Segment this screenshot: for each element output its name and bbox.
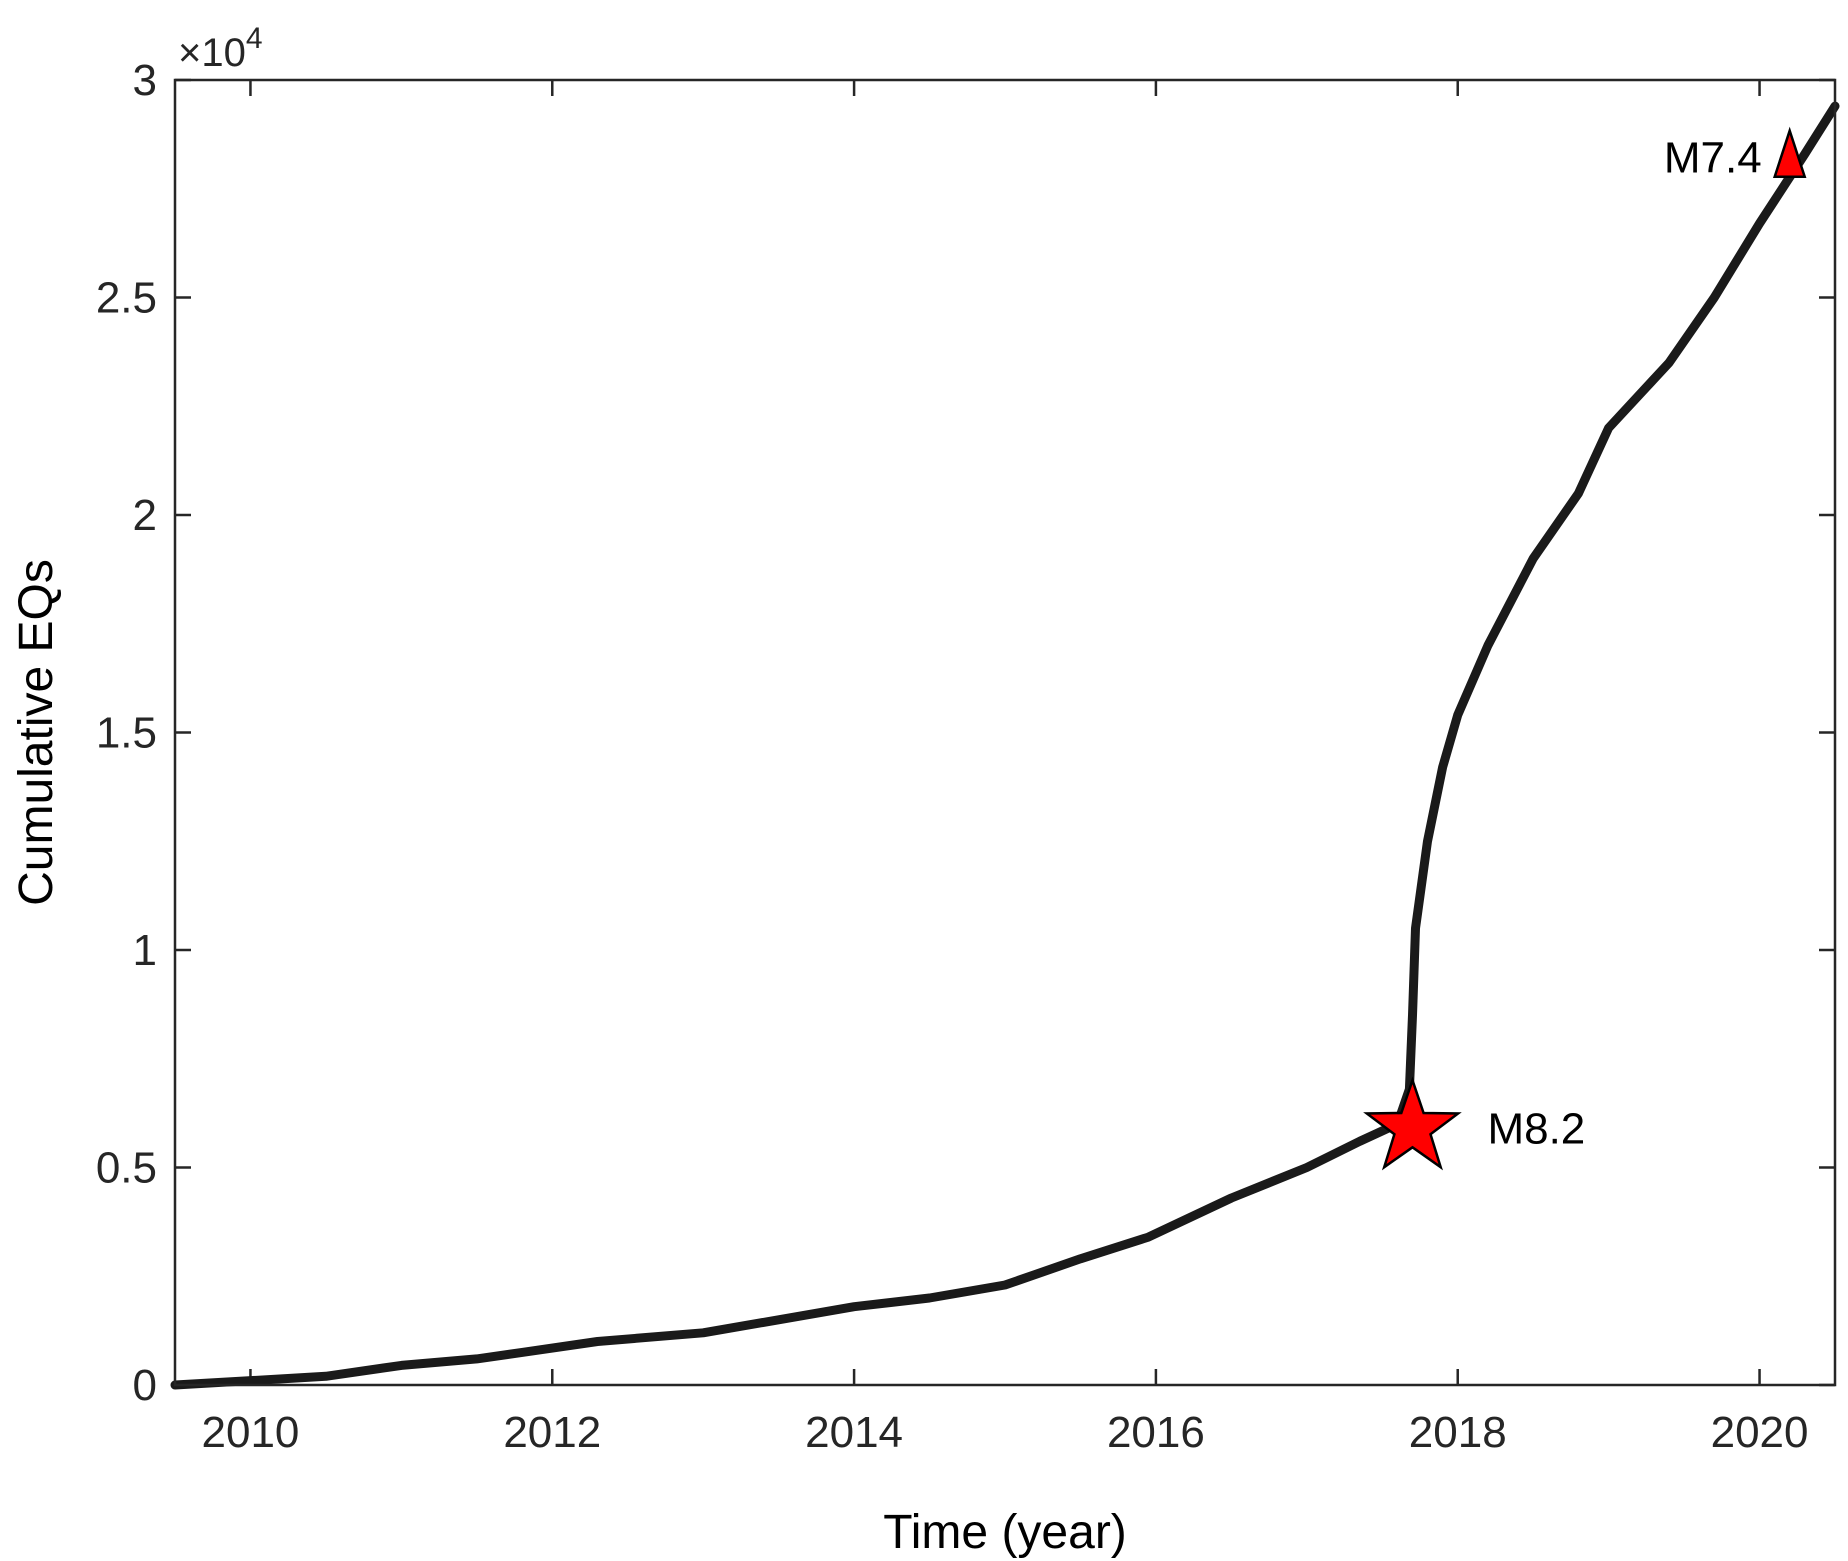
x-tick-label: 2018 (1409, 1408, 1507, 1457)
series-layer (170, 101, 1840, 1390)
x-tick-label: 2012 (503, 1408, 601, 1457)
y-axis-exponent-base: ×10 (178, 31, 246, 75)
annotation-label: M7.4 (1664, 133, 1762, 182)
x-tick-label: 2014 (805, 1408, 903, 1457)
y-axis-exponent-label: ×104 (178, 22, 263, 75)
x-tick-label: 2020 (1711, 1408, 1809, 1457)
y-tick-label: 2.5 (96, 274, 157, 323)
plot-frame (173, 78, 1837, 1387)
triangle-marker (1772, 126, 1807, 178)
annotations-layer: M8.2 M7.4 (1363, 126, 1807, 1171)
x-tick-label: 2010 (202, 1408, 300, 1457)
y-axis-title-group: Cumulative EQs (10, 559, 63, 906)
y-tick-label: 3 (133, 56, 157, 105)
y-axis-title: Cumulative EQs (10, 559, 63, 906)
y-tick-label: 1.5 (96, 709, 157, 758)
y-tick-label: 0.5 (96, 1144, 157, 1193)
axis-tick-labels: 2010 2012 2014 2016 2018 2020 0 0.5 1 1.5 2 2.5 3 (96, 56, 1809, 1457)
y-tick-label: 0 (133, 1361, 157, 1410)
annotation-label: M8.2 (1487, 1104, 1585, 1153)
axis-ticks (175, 78, 1835, 1387)
star-marker (1363, 1076, 1462, 1171)
y-axis-exponent-power: 4 (246, 22, 263, 55)
x-axis-title: Time (year) (883, 1506, 1127, 1559)
x-tick-label: 2016 (1107, 1408, 1205, 1457)
cumulative-eq-line (170, 101, 1840, 1390)
y-tick-label: 1 (133, 926, 157, 975)
y-tick-label: 2 (133, 491, 157, 540)
